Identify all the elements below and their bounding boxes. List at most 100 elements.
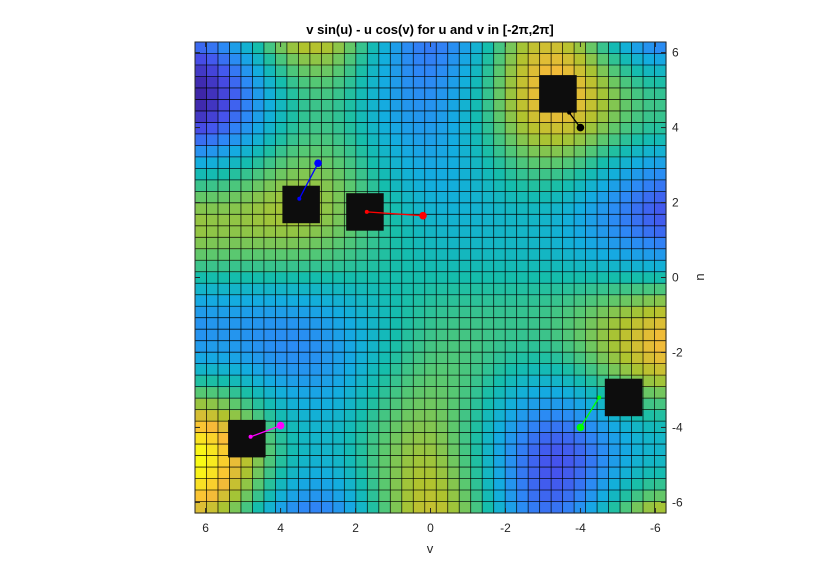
heatmap-cell: [217, 455, 231, 468]
heatmap-cell: [401, 202, 414, 215]
heatmap-cell: [643, 42, 656, 55]
heatmap-cell: [436, 248, 449, 261]
heatmap-cell: [298, 87, 311, 101]
heatmap-cell: [574, 225, 587, 238]
heatmap-cell: [597, 340, 610, 353]
heatmap-cell: [217, 386, 231, 399]
heatmap-cell: [551, 306, 564, 319]
heatmap-cell: [252, 248, 265, 261]
heatmap-cell: [597, 214, 610, 227]
heatmap-cell: [505, 42, 518, 55]
heatmap-cell: [562, 260, 575, 273]
heatmap-cell: [263, 363, 277, 376]
heatmap-cell: [424, 87, 437, 101]
heatmap-cell: [298, 467, 311, 480]
heatmap-cell: [620, 99, 633, 112]
heatmap-cell: [195, 398, 208, 411]
heatmap-cell: [608, 133, 621, 146]
heatmap-cell: [206, 168, 219, 181]
heatmap-cell: [505, 271, 518, 284]
heatmap-cell: [539, 306, 552, 319]
heatmap-cell: [240, 64, 254, 78]
heatmap-cell: [436, 42, 449, 55]
heatmap-cell: [344, 179, 357, 192]
heatmap-cell: [401, 340, 414, 353]
heatmap-cell: [436, 329, 449, 342]
heatmap-cell: [309, 76, 322, 89]
heatmap-cell: [631, 455, 644, 468]
heatmap-cell: [355, 340, 368, 353]
heatmap-cell: [505, 444, 518, 457]
path-end-point-3: [419, 211, 427, 220]
heatmap-cell: [643, 53, 656, 66]
heatmap-cell: [528, 99, 541, 112]
heatmap-cell: [252, 455, 265, 468]
heatmap-cell: [551, 145, 564, 158]
heatmap-cell: [298, 225, 311, 238]
heatmap-cell: [298, 260, 311, 273]
heatmap-cell: [424, 168, 437, 181]
heatmap-cell: [493, 202, 506, 215]
heatmap-cell: [275, 478, 288, 491]
heatmap-cell: [585, 133, 598, 146]
heatmap-cell: [332, 294, 345, 307]
heatmap-cell: [528, 363, 541, 376]
heatmap-cell: [516, 64, 529, 78]
heatmap-cell: [459, 386, 472, 399]
heatmap-cell: [229, 156, 242, 169]
heatmap-cell: [654, 306, 667, 319]
heatmap-cell: [516, 225, 529, 238]
heatmap-cell: [321, 42, 334, 55]
heatmap-cell: [482, 340, 495, 353]
heatmap-cell: [367, 478, 380, 491]
heatmap-cell: [551, 386, 564, 399]
heatmap-cell: [378, 76, 391, 89]
heatmap-cell: [562, 168, 575, 181]
heatmap-cell: [252, 375, 265, 388]
heatmap-cell: [309, 421, 322, 434]
heatmap-cell: [401, 260, 414, 273]
heatmap-cell: [539, 122, 552, 135]
heatmap-cell: [470, 179, 483, 192]
heatmap-cell: [367, 490, 380, 503]
y-tick-label: -4: [672, 420, 683, 434]
heatmap-cell: [217, 202, 231, 215]
heatmap-cell: [528, 271, 541, 284]
heatmap-cell: [447, 340, 460, 353]
heatmap-cell: [378, 306, 391, 319]
heatmap-cell: [447, 455, 460, 468]
heatmap-cell: [332, 329, 345, 342]
heatmap-cell: [528, 214, 541, 227]
heatmap-cell: [240, 122, 254, 135]
heatmap-cell: [217, 156, 231, 169]
heatmap-cell: [217, 432, 231, 445]
heatmap-cell: [263, 53, 277, 66]
heatmap-cell: [470, 64, 483, 78]
heatmap-cell: [539, 271, 552, 284]
heatmap-cell: [562, 248, 575, 261]
heatmap-cell: [344, 53, 357, 66]
heatmap-cell: [597, 432, 610, 445]
heatmap-cell: [298, 99, 311, 112]
heatmap-cell: [620, 421, 633, 434]
heatmap-cell: [240, 168, 254, 181]
heatmap-cell: [240, 179, 254, 192]
heatmap-cell: [217, 225, 231, 238]
heatmap-cell: [195, 122, 208, 135]
heatmap-cell: [401, 110, 414, 124]
heatmap-cell: [390, 421, 403, 434]
path-start-point-2: [297, 196, 302, 201]
heatmap-cell: [321, 363, 334, 376]
heatmap-cell: [286, 99, 299, 112]
heatmap-cell: [355, 375, 368, 388]
heatmap-cell: [413, 409, 426, 422]
heatmap-cell: [597, 329, 610, 342]
heatmap-cell: [286, 237, 299, 250]
heatmap-cell: [275, 145, 288, 158]
heatmap-cell: [252, 225, 265, 238]
heatmap-cell: [275, 283, 288, 296]
heatmap-cell: [505, 317, 518, 330]
heatmap-cell: [493, 317, 506, 330]
heatmap-cell: [597, 306, 610, 319]
y-tick-label: 4: [672, 121, 679, 135]
